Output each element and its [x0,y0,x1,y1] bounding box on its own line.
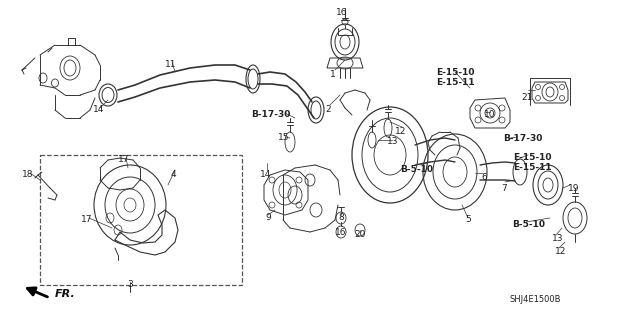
Text: 20: 20 [355,230,365,239]
Text: B-17-30: B-17-30 [503,134,543,143]
Bar [40,155,242,285]
Text: 13: 13 [552,234,564,243]
Text: E-15-10
E-15-11: E-15-10 E-15-11 [436,68,474,87]
Text: 14: 14 [260,170,272,179]
Text: 19: 19 [568,184,580,193]
Text: 1: 1 [330,70,336,79]
Text: 2: 2 [325,105,331,114]
Text: 4: 4 [170,170,176,179]
Text: B-17-30: B-17-30 [252,110,291,119]
Text: 16: 16 [335,228,347,237]
Text: 14: 14 [93,105,105,114]
Text: 7: 7 [501,184,507,193]
Text: 17: 17 [118,155,130,164]
Text: 13: 13 [387,137,399,146]
Text: 6: 6 [481,173,487,182]
Text: 21: 21 [522,93,532,102]
Text: 18: 18 [22,170,34,179]
Text: 12: 12 [556,247,566,256]
Text: 17: 17 [81,215,93,224]
Text: 12: 12 [396,127,406,136]
Text: B-5-10: B-5-10 [401,165,433,174]
Text: 8: 8 [338,213,344,222]
Text: 15: 15 [278,133,290,142]
Text: 16: 16 [336,8,348,17]
Text: 10: 10 [484,110,496,119]
Text: 9: 9 [265,213,271,222]
Text: B-5-10: B-5-10 [513,220,545,229]
Text: E-15-10
E-15-11: E-15-10 E-15-11 [513,153,551,172]
Text: 11: 11 [165,60,177,69]
Text: 5: 5 [465,215,471,224]
Text: FR.: FR. [55,289,76,299]
Text: 3: 3 [127,280,133,289]
Text: SHJ4E1500B: SHJ4E1500B [509,295,561,304]
